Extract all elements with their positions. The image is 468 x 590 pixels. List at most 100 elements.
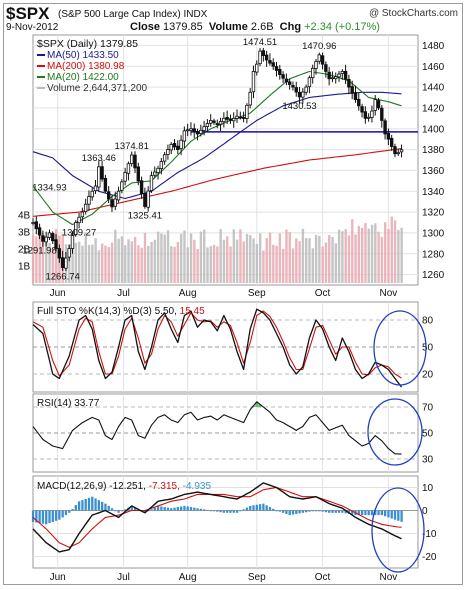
price-tick-1380: 1380 bbox=[422, 145, 445, 156]
macd-hist-bar bbox=[390, 510, 393, 519]
macd-hist-bar bbox=[219, 510, 222, 513]
price-candle bbox=[162, 154, 167, 162]
volume-bar bbox=[150, 241, 153, 283]
macd-hist-bar bbox=[275, 510, 278, 512]
volume-bar bbox=[124, 245, 127, 283]
price-candle bbox=[370, 110, 374, 118]
price-candle bbox=[353, 92, 358, 100]
macd-hist-bar bbox=[249, 505, 252, 511]
price-annotation-1470.96: 1470.96 bbox=[302, 41, 336, 52]
price-candle bbox=[317, 54, 321, 62]
price-annotation-1291.98: 1291.98 bbox=[22, 245, 56, 256]
price-tick-1340: 1340 bbox=[422, 187, 445, 198]
price-candle bbox=[357, 98, 361, 107]
volume-bar bbox=[216, 246, 219, 283]
macd-tick-10: 10 bbox=[422, 483, 434, 494]
volume-bar bbox=[130, 241, 134, 283]
macd-hist-bar bbox=[84, 499, 87, 511]
macd-hist-bar bbox=[64, 510, 68, 516]
volume-bar bbox=[249, 235, 252, 283]
volume-bar bbox=[147, 245, 150, 283]
price-candle bbox=[77, 216, 81, 224]
price-candle bbox=[320, 55, 325, 65]
legend-label-3: Volume 2,644,371,200 bbox=[47, 83, 148, 94]
macd-annotation-circle bbox=[371, 487, 425, 573]
macd-hist-bar bbox=[383, 510, 387, 517]
volume-bar bbox=[203, 229, 206, 283]
price-annotation-1363.46: 1363.46 bbox=[82, 153, 116, 164]
volume-bar bbox=[166, 230, 170, 283]
volume-bar bbox=[173, 246, 176, 283]
macd-hist-bar bbox=[245, 507, 249, 511]
price-candle bbox=[347, 79, 351, 88]
macd-hist-bar bbox=[163, 507, 166, 511]
price-candle bbox=[360, 106, 364, 113]
price-candle bbox=[291, 85, 295, 88]
volume-bar bbox=[35, 236, 38, 283]
macd-hist-bar bbox=[334, 510, 337, 513]
x-label-sep: Sep bbox=[248, 288, 266, 299]
volume-bar bbox=[229, 246, 232, 283]
volume-bar bbox=[298, 241, 301, 283]
price-tick-1420: 1420 bbox=[422, 103, 445, 114]
volume-bar bbox=[31, 235, 35, 283]
price-candle bbox=[156, 167, 160, 174]
price-annotation-1266.74: 1266.74 bbox=[45, 272, 79, 283]
macd-hist-bar bbox=[147, 510, 150, 512]
macd-hist-bar bbox=[54, 510, 58, 521]
price-annotation-1309.27: 1309.27 bbox=[62, 227, 96, 238]
volume-bar bbox=[272, 244, 275, 283]
macd-panel-frame bbox=[32, 475, 419, 569]
price-candle bbox=[120, 181, 124, 191]
macd-hist-bar bbox=[357, 510, 360, 516]
price-candle bbox=[218, 121, 223, 125]
price-candle bbox=[113, 198, 117, 207]
volume-bar bbox=[101, 243, 104, 283]
volume-bar bbox=[370, 224, 374, 283]
price-candle bbox=[366, 116, 371, 119]
price-annotation-1334.93: 1334.93 bbox=[32, 183, 66, 194]
macd-hist-bar bbox=[308, 510, 311, 512]
price-candle bbox=[80, 211, 85, 218]
volume-bar bbox=[212, 244, 216, 283]
macd-hist-bar bbox=[374, 510, 377, 516]
rsi-tick-30: 30 bbox=[422, 455, 434, 466]
macd-hist-bar bbox=[58, 510, 61, 520]
price-candle bbox=[212, 120, 216, 123]
volume-bar bbox=[186, 247, 189, 283]
macd-hist-bar bbox=[124, 509, 127, 511]
price-candle bbox=[268, 60, 272, 64]
price-candle bbox=[248, 91, 252, 106]
macd-hist-bar bbox=[68, 510, 71, 513]
volume-bar bbox=[321, 246, 324, 283]
price-candle bbox=[185, 129, 190, 132]
volume-bar bbox=[258, 233, 262, 283]
macd-hist-bar bbox=[173, 507, 176, 511]
price-candle bbox=[238, 116, 243, 119]
macd-x-label-nov: Nov bbox=[379, 572, 397, 583]
volume-bar bbox=[334, 243, 338, 283]
volume-bar bbox=[140, 247, 143, 283]
price-annotation-1325.41: 1325.41 bbox=[128, 210, 162, 221]
price-candle bbox=[304, 86, 308, 93]
macd-hist-bar bbox=[318, 510, 321, 512]
volume-bar bbox=[331, 236, 334, 283]
volume-bar bbox=[397, 230, 400, 283]
volume-bar bbox=[245, 233, 249, 283]
macd-tick-0: 0 bbox=[422, 506, 428, 517]
macd-hist-bar bbox=[35, 510, 38, 523]
volume-bar bbox=[344, 229, 347, 283]
volume-bar bbox=[176, 241, 180, 283]
rsi-tick-50: 50 bbox=[422, 429, 434, 440]
macd-hist-bar bbox=[91, 496, 94, 511]
legend-label-1: MA(200) 1380.98 bbox=[47, 61, 125, 72]
volume-bar bbox=[81, 245, 84, 283]
price-candle bbox=[93, 185, 98, 192]
macd-hist-bar bbox=[216, 510, 219, 512]
macd-x-label-oct: Oct bbox=[315, 572, 331, 583]
volume-value: 2.6B bbox=[250, 21, 274, 33]
macd-hist-bar bbox=[120, 510, 124, 512]
price-candle bbox=[126, 163, 131, 174]
macd-signal-line bbox=[32, 486, 402, 548]
